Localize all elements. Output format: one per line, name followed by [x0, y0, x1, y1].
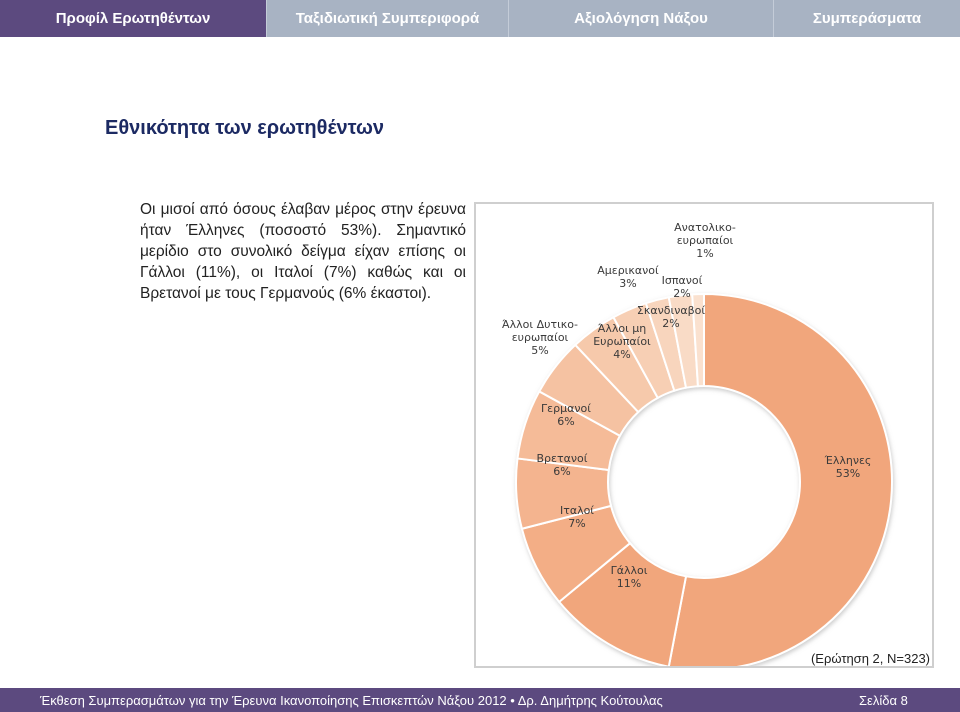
donut-value-label-2: 7%	[568, 517, 585, 530]
donut-category-label-3: Βρετανοί	[537, 452, 588, 465]
donut-category-label-2: Ιταλοί	[560, 504, 594, 517]
donut-category-label-5: ευρωπαίοι	[512, 331, 569, 344]
donut-chart-svg: Έλληνες53%Γάλλοι11%Ιταλοί7%Βρετανοί6%Γερ…	[502, 221, 893, 666]
donut-category-label-5: Άλλοι Δυτικο-	[502, 318, 578, 331]
donut-category-label-10: ευρωπαίοι	[677, 234, 734, 247]
top-nav-tabs: Προφίλ Ερωτηθέντων Ταξιδιωτική Συμπεριφο…	[0, 0, 960, 37]
donut-value-label-6: 4%	[613, 348, 630, 361]
donut-category-label-9: Σκανδιναβοί	[637, 304, 705, 317]
donut-value-label-7: 3%	[619, 277, 636, 290]
donut-category-label-0: Έλληνες	[824, 454, 872, 467]
donut-value-label-10: 1%	[696, 247, 713, 260]
tab-respondent-profile[interactable]: Προφίλ Ερωτηθέντων	[0, 0, 267, 37]
donut-value-label-0: 53%	[836, 467, 860, 480]
donut-category-label-7: Αμερικανοί	[597, 264, 659, 277]
donut-category-label-6: Ευρωπαίοι	[593, 335, 651, 348]
donut-value-label-9: 2%	[662, 317, 679, 330]
donut-value-label-1: 11%	[617, 577, 641, 590]
donut-slice-10	[691, 292, 705, 388]
survey-note: (Ερώτηση 2, Ν=323)	[810, 651, 930, 666]
donut-value-label-8: 2%	[673, 287, 690, 300]
nationality-chart: Έλληνες 53% Γάλλοι 11% Ιταλοί 7% Βρετανοί 6% Γερ…	[474, 202, 934, 668]
donut-value-label-5: 5%	[531, 344, 548, 357]
slide-description: Οι μισοί από όσους έλαβαν μέρος στην έρε…	[140, 201, 466, 302]
donut-category-label-1: Γάλλοι	[611, 564, 648, 577]
donut-category-label-6: Άλλοι μη	[598, 322, 647, 335]
donut-slice-0	[667, 292, 893, 666]
footer-page-number: Σελίδα 8	[859, 693, 908, 708]
tab-conclusions[interactable]: Συμπεράσματα	[812, 10, 922, 27]
donut-category-label-8: Ισπανοί	[662, 274, 703, 287]
tab-travel-behavior[interactable]: Ταξιδιωτική Συμπεριφορά	[267, 0, 509, 37]
donut-category-label-4: Γερμανοί	[541, 402, 591, 415]
footer-text: Έκθεση Συμπερασμάτων για την Έρευνα Ικαν…	[40, 693, 663, 708]
donut-category-label-10: Ανατολικο-	[674, 221, 736, 234]
donut-value-label-3: 6%	[553, 465, 570, 478]
footer-bar: Έκθεση Συμπερασμάτων για την Έρευνα Ικαν…	[0, 688, 960, 712]
tab-naxos-evaluation[interactable]: Αξιολόγηση Νάξου	[509, 0, 774, 37]
donut-slices	[515, 292, 893, 666]
donut-value-label-4: 6%	[557, 415, 574, 428]
slide-title: Εθνικότητα των ερωτηθέντων	[105, 117, 384, 139]
